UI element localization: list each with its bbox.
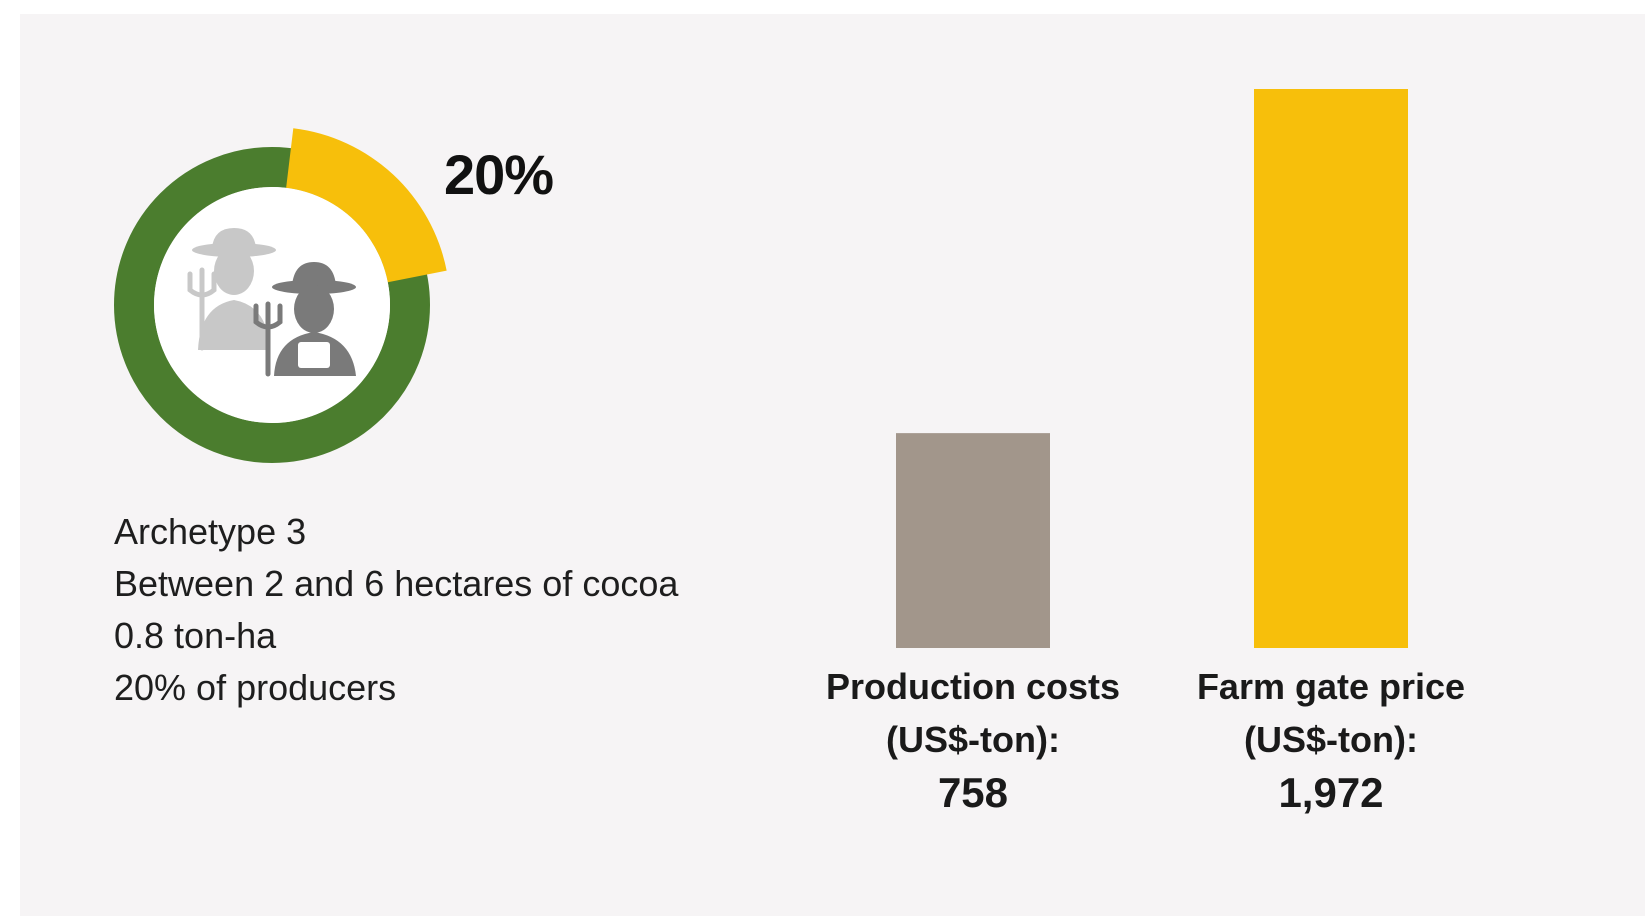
bar-label-farm-gate-price-line2: (US$-ton): — [1244, 719, 1418, 760]
farmers-with-pitchforks-icon — [187, 228, 356, 377]
share-percent-label: 20% — [444, 143, 554, 206]
bar-value-production-costs: 758 — [937, 769, 1009, 816]
archetype-area: Between 2 and 6 hectares of cocoa — [114, 563, 679, 604]
donut-highlight-segment — [286, 128, 447, 283]
bar-label-production-costs-line2: (US$-ton): — [886, 719, 1060, 760]
bar-label-farm-gate-price-line1: Farm gate price — [1196, 666, 1466, 707]
donut-ring-rest — [114, 147, 430, 463]
bar-label-production-costs-line1: Production costs — [825, 666, 1121, 707]
share-donut — [114, 128, 456, 470]
archetype-name: Archetype 3 — [114, 511, 307, 552]
bar-label-production-costs: Production costs (US$-ton): 758 — [803, 660, 1143, 819]
archetype-producer-share: 20% of producers — [114, 667, 397, 708]
archetype-info: Archetype 3 Between 2 and 6 hectares of … — [114, 506, 678, 714]
bar-value-farm-gate-price: 1,972 — [1278, 769, 1384, 816]
donut-center — [154, 187, 390, 423]
bar-label-farm-gate-price: Farm gate price (US$-ton): 1,972 — [1161, 660, 1501, 819]
archetype-yield: 0.8 ton-ha — [114, 615, 277, 656]
donut-svg — [114, 128, 447, 463]
